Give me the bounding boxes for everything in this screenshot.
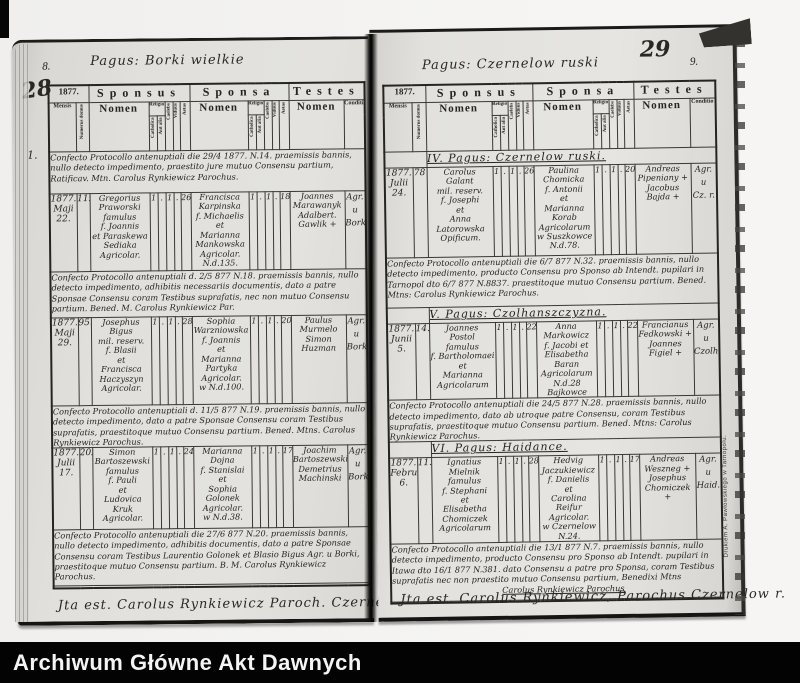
mensis-header: Mensis: [48, 102, 77, 152]
testes-nomen-header: Nomen: [633, 98, 691, 149]
numerus-domus-header: Numerus domus: [411, 102, 427, 152]
sponsus-aut-alia-header: Aut alia: [499, 115, 509, 151]
scanned-page-right: 29 9. Pagus: Czernelow ruski 1877. Spons…: [369, 24, 786, 622]
sponsa-religio-header: Religio: [247, 100, 264, 115]
cell-house-number: 78: [412, 167, 428, 258]
cell-sponsa-nomen: Hedvig Jaczukiewicz f. Danielis et Carol…: [538, 455, 600, 542]
sponsus-religio-header: Religio: [491, 101, 508, 116]
archive-name: Archiwum Główne Akt Dawnych: [13, 650, 362, 675]
page-rough-edge: [735, 40, 745, 615]
marriage-register-table-left: 1877. Sponsus Sponsa Testes Mensis Numer…: [47, 81, 371, 590]
sponsa-nomen-header: Nomen: [189, 100, 249, 151]
sponsa-religio-header: Religio: [592, 99, 609, 114]
sponsus-religio-header: Religio: [148, 101, 165, 116]
book-gutter: [364, 34, 378, 622]
protocol-note: Confecto Protocollo antenuptiali d. 2/5 …: [50, 268, 367, 318]
cell-testes-nomen: Andreas Weszneg + Josephus Chomiczek +: [639, 453, 697, 541]
conditio-header: Conditio: [343, 99, 366, 149]
cell-sponsus-nomen: Carolus Galant mil. reserv. f. Josephi e…: [426, 166, 494, 258]
pagus-header-left: Pagus: Borki wielkie: [90, 52, 245, 70]
protocol-note: Confecto Protocollo antenuptiali die 24/…: [388, 395, 721, 443]
testes-header: Testes: [288, 82, 365, 101]
cell-date: 1877. Julii 24.: [384, 167, 414, 259]
cell-house-number: 119.: [76, 193, 91, 272]
sponsus-nomen-header: Nomen: [88, 101, 150, 152]
numerus-domus-header: Numerus domus: [75, 102, 90, 152]
protocol-note: Confecto Protocollo antenuptiali die 27/…: [53, 526, 370, 586]
conditio-header: Conditio: [689, 97, 717, 148]
empty-cell: [384, 151, 427, 169]
cell-sponsus-nomen: Simon Bartoszewski famulus f. Pauli et L…: [92, 446, 154, 530]
scan-edge-artifact: [0, 0, 9, 38]
protocol-note: Confecto Protocollo antenuptiali d. 11/5…: [51, 402, 369, 448]
cell-sponsus-nomen: Joannes Postol famulus f. Bartholomaei e…: [428, 322, 497, 400]
sponsus-header: Sponsus: [425, 83, 533, 103]
cell-date: 1877. Junii 5.: [386, 323, 417, 401]
cell-date: 1877. Julii 17.: [52, 447, 81, 530]
cell-testes-nomen: Andreas Pipeniany + Jacobus Bajda +: [634, 163, 692, 255]
cell-house-number: 202.: [79, 447, 94, 530]
cell-sponsa-nomen: Anna Markowicz f. Jacobi et Elisabetha B…: [535, 320, 598, 399]
sponsus-header: Sponsus: [88, 84, 190, 103]
cell-house-number: 11.: [417, 457, 433, 544]
sponsa-aut-alia-header: Aut alia: [600, 113, 610, 149]
page-number-left: 8.: [42, 60, 51, 73]
cell-sponsa-nomen: Sophia Warzniowska f. Joannis et Mariann…: [191, 315, 251, 405]
cell-testes-nomen: Joachim Bartoszewski Demetrius Machinski: [292, 444, 349, 528]
cell-testes-nomen: Joannes Marawanyk Adalbert. Gawlik +: [289, 190, 346, 270]
cell-testes-nomen: Francianus Fedkowski + Joannes Figiel +: [636, 319, 695, 397]
page-number-right: 9.: [689, 55, 699, 68]
year-header: 1877.: [48, 85, 89, 103]
sponsa-nomen-header: Nomen: [532, 99, 594, 150]
sponsa-header: Sponsa: [532, 81, 634, 101]
pagus-header-right: Pagus: Czernelow ruski: [421, 55, 600, 74]
sponsa-aetas-header: Aetas: [278, 100, 290, 150]
protocol-note: Confecto Protocollo antenuptiali die 6/7…: [385, 252, 719, 309]
cell-testes-nomen: Paulus Murmelo Simon Huzman: [290, 314, 347, 404]
year-header: 1877.: [383, 85, 426, 104]
sponsus-aetas-header: Aetas: [179, 101, 191, 151]
book-fore-edge: [15, 44, 29, 622]
cell-date: 1877. Maji 29.: [50, 317, 79, 406]
sponsus-nomen-header: Nomen: [425, 101, 493, 152]
empty-cell: [388, 441, 432, 459]
scanned-page-left: 28 8. Pagus: Borki wielkie 1. 1877. Spon…: [11, 36, 427, 626]
empty-cell: [386, 307, 429, 325]
printer-imprint: Drukiem A. Pawłowskiego w Tarnopolu.: [721, 434, 730, 558]
cell-conditio: Agr. u Cz. r.: [690, 162, 718, 254]
cell-conditio: Agr. u Haid.: [695, 453, 723, 540]
cell-house-number: 14.: [414, 323, 431, 401]
cell-date: 1877. Maji 22.: [49, 193, 78, 272]
testes-header: Testes: [633, 80, 716, 100]
protocol-note: Confecto Protocollo antenuptiali die 29/…: [49, 148, 366, 194]
cell-sponsus-nomen: Ignatius Mielnik famulus f. Stephani et …: [431, 456, 499, 544]
testes-nomen-header: Nomen: [288, 99, 345, 150]
cell-conditio: Agr. u Czolh.: [692, 318, 721, 396]
sponsa-aut-alia-header: Aut alia: [255, 114, 265, 150]
cell-sponsa-nomen: Paulina Chomicka f. Antonii et Marianna …: [533, 164, 595, 256]
cell-sponsa-nomen: Marianna Dojna f. Stanislai et Sophia Go…: [193, 445, 253, 529]
cell-sponsa-nomen: Francisca Karpinska f. Michaelis et Mari…: [190, 191, 250, 271]
cell-sponsus-nomen: Josephus Bigus mil. reserv. f. Blasii et…: [90, 316, 152, 406]
archive-footer-bar: Archiwum Główne Akt Dawnych: [0, 642, 800, 683]
sponsus-aut-alia-header: Aut alia: [156, 115, 166, 151]
marriage-register-table-right: 1877. Sponsus Sponsa Testes Mensis Numer…: [382, 79, 725, 605]
cell-date: 1877. Februarii 6.: [389, 458, 419, 545]
mensis-header: Mensis: [383, 102, 413, 153]
folio-number-right: 29: [639, 36, 671, 63]
cell-house-number: 95.: [77, 317, 92, 406]
sponsa-header: Sponsa: [189, 82, 289, 102]
cell-sponsus-nomen: Gregorius Praworski famulus f. Joannis e…: [89, 192, 151, 272]
protocol-note-text: Confecto Protocollo antenuptiali die 13/…: [391, 539, 715, 586]
